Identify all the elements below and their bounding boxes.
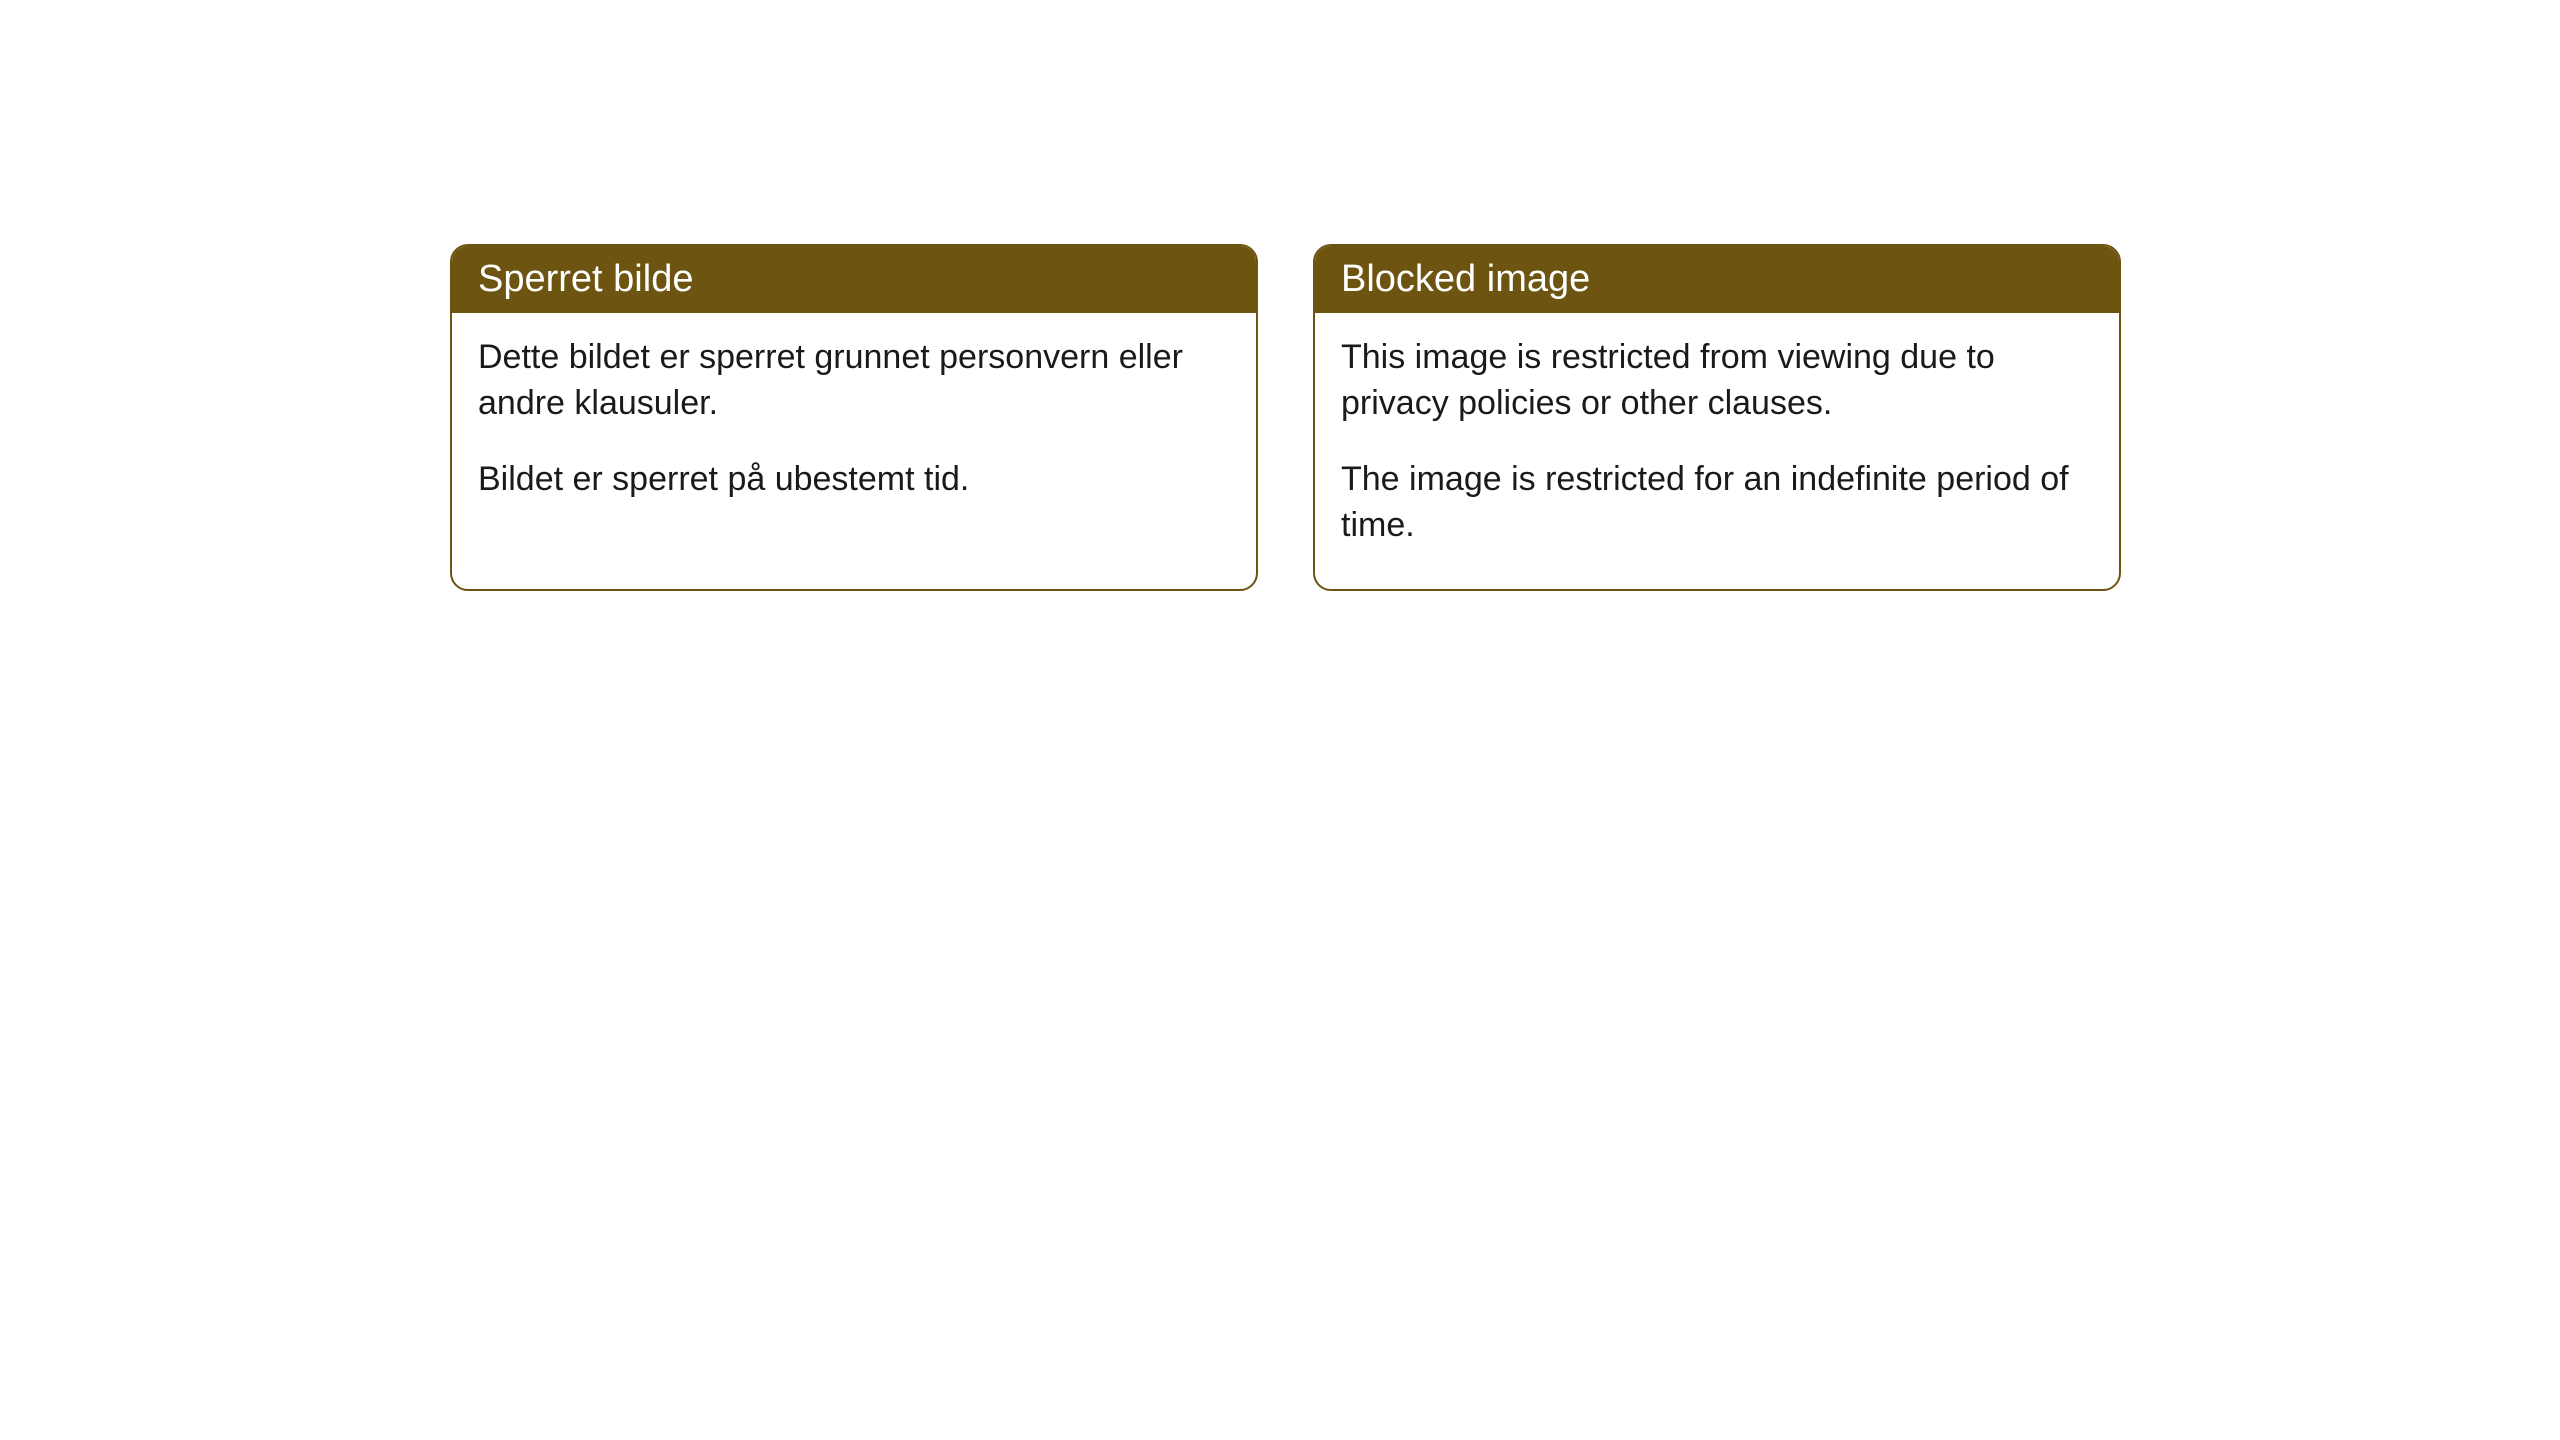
card-paragraph: This image is restricted from viewing du… — [1341, 335, 2093, 427]
card-paragraph: Dette bildet er sperret grunnet personve… — [478, 335, 1230, 427]
notice-cards-container: Sperret bilde Dette bildet er sperret gr… — [450, 244, 2121, 591]
card-body: Dette bildet er sperret grunnet personve… — [452, 313, 1256, 543]
card-paragraph: The image is restricted for an indefinit… — [1341, 457, 2093, 549]
card-paragraph: Bildet er sperret på ubestemt tid. — [478, 457, 1230, 503]
card-title: Sperret bilde — [452, 246, 1256, 313]
card-title: Blocked image — [1315, 246, 2119, 313]
card-body: This image is restricted from viewing du… — [1315, 313, 2119, 589]
notice-card-norwegian: Sperret bilde Dette bildet er sperret gr… — [450, 244, 1258, 591]
notice-card-english: Blocked image This image is restricted f… — [1313, 244, 2121, 591]
